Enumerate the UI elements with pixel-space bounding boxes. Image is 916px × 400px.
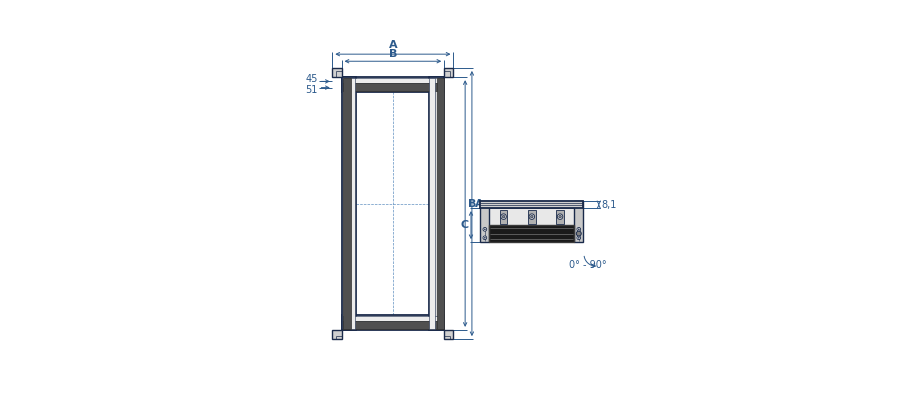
Bar (480, 201, 583, 208)
Bar (574, 201, 583, 242)
Bar (342, 315, 444, 330)
Circle shape (578, 237, 580, 238)
Circle shape (578, 229, 580, 230)
Bar (489, 225, 574, 242)
Text: 8,1: 8,1 (601, 200, 616, 210)
Bar (437, 78, 444, 329)
Circle shape (577, 228, 581, 231)
Bar (528, 210, 536, 224)
Circle shape (577, 236, 581, 240)
Bar (444, 330, 453, 339)
Circle shape (576, 231, 582, 236)
Text: A: A (388, 40, 398, 50)
Bar (343, 84, 443, 91)
Circle shape (502, 215, 505, 218)
Circle shape (530, 215, 533, 218)
Bar (343, 316, 443, 321)
Bar (343, 78, 351, 329)
Circle shape (557, 214, 562, 220)
Bar (343, 78, 443, 83)
Text: A: A (475, 198, 484, 208)
Bar (480, 201, 489, 242)
Bar (430, 77, 444, 330)
Bar (342, 77, 356, 330)
Circle shape (483, 236, 486, 240)
Bar (500, 210, 507, 224)
Text: 45: 45 (305, 74, 318, 84)
Bar (343, 321, 443, 328)
Circle shape (483, 228, 486, 231)
Bar (430, 78, 435, 329)
Bar (556, 210, 564, 224)
Text: B: B (468, 198, 476, 208)
Text: 51: 51 (305, 85, 318, 95)
Bar (333, 68, 342, 77)
Text: C: C (461, 220, 468, 230)
Circle shape (559, 215, 562, 218)
Circle shape (529, 214, 535, 220)
Bar (489, 208, 574, 225)
Text: B: B (388, 49, 398, 59)
Bar (342, 77, 444, 92)
Bar (444, 68, 453, 77)
Bar (333, 330, 342, 339)
Bar (350, 78, 355, 329)
Text: 0° - 90°: 0° - 90° (569, 260, 606, 270)
Circle shape (501, 214, 507, 220)
